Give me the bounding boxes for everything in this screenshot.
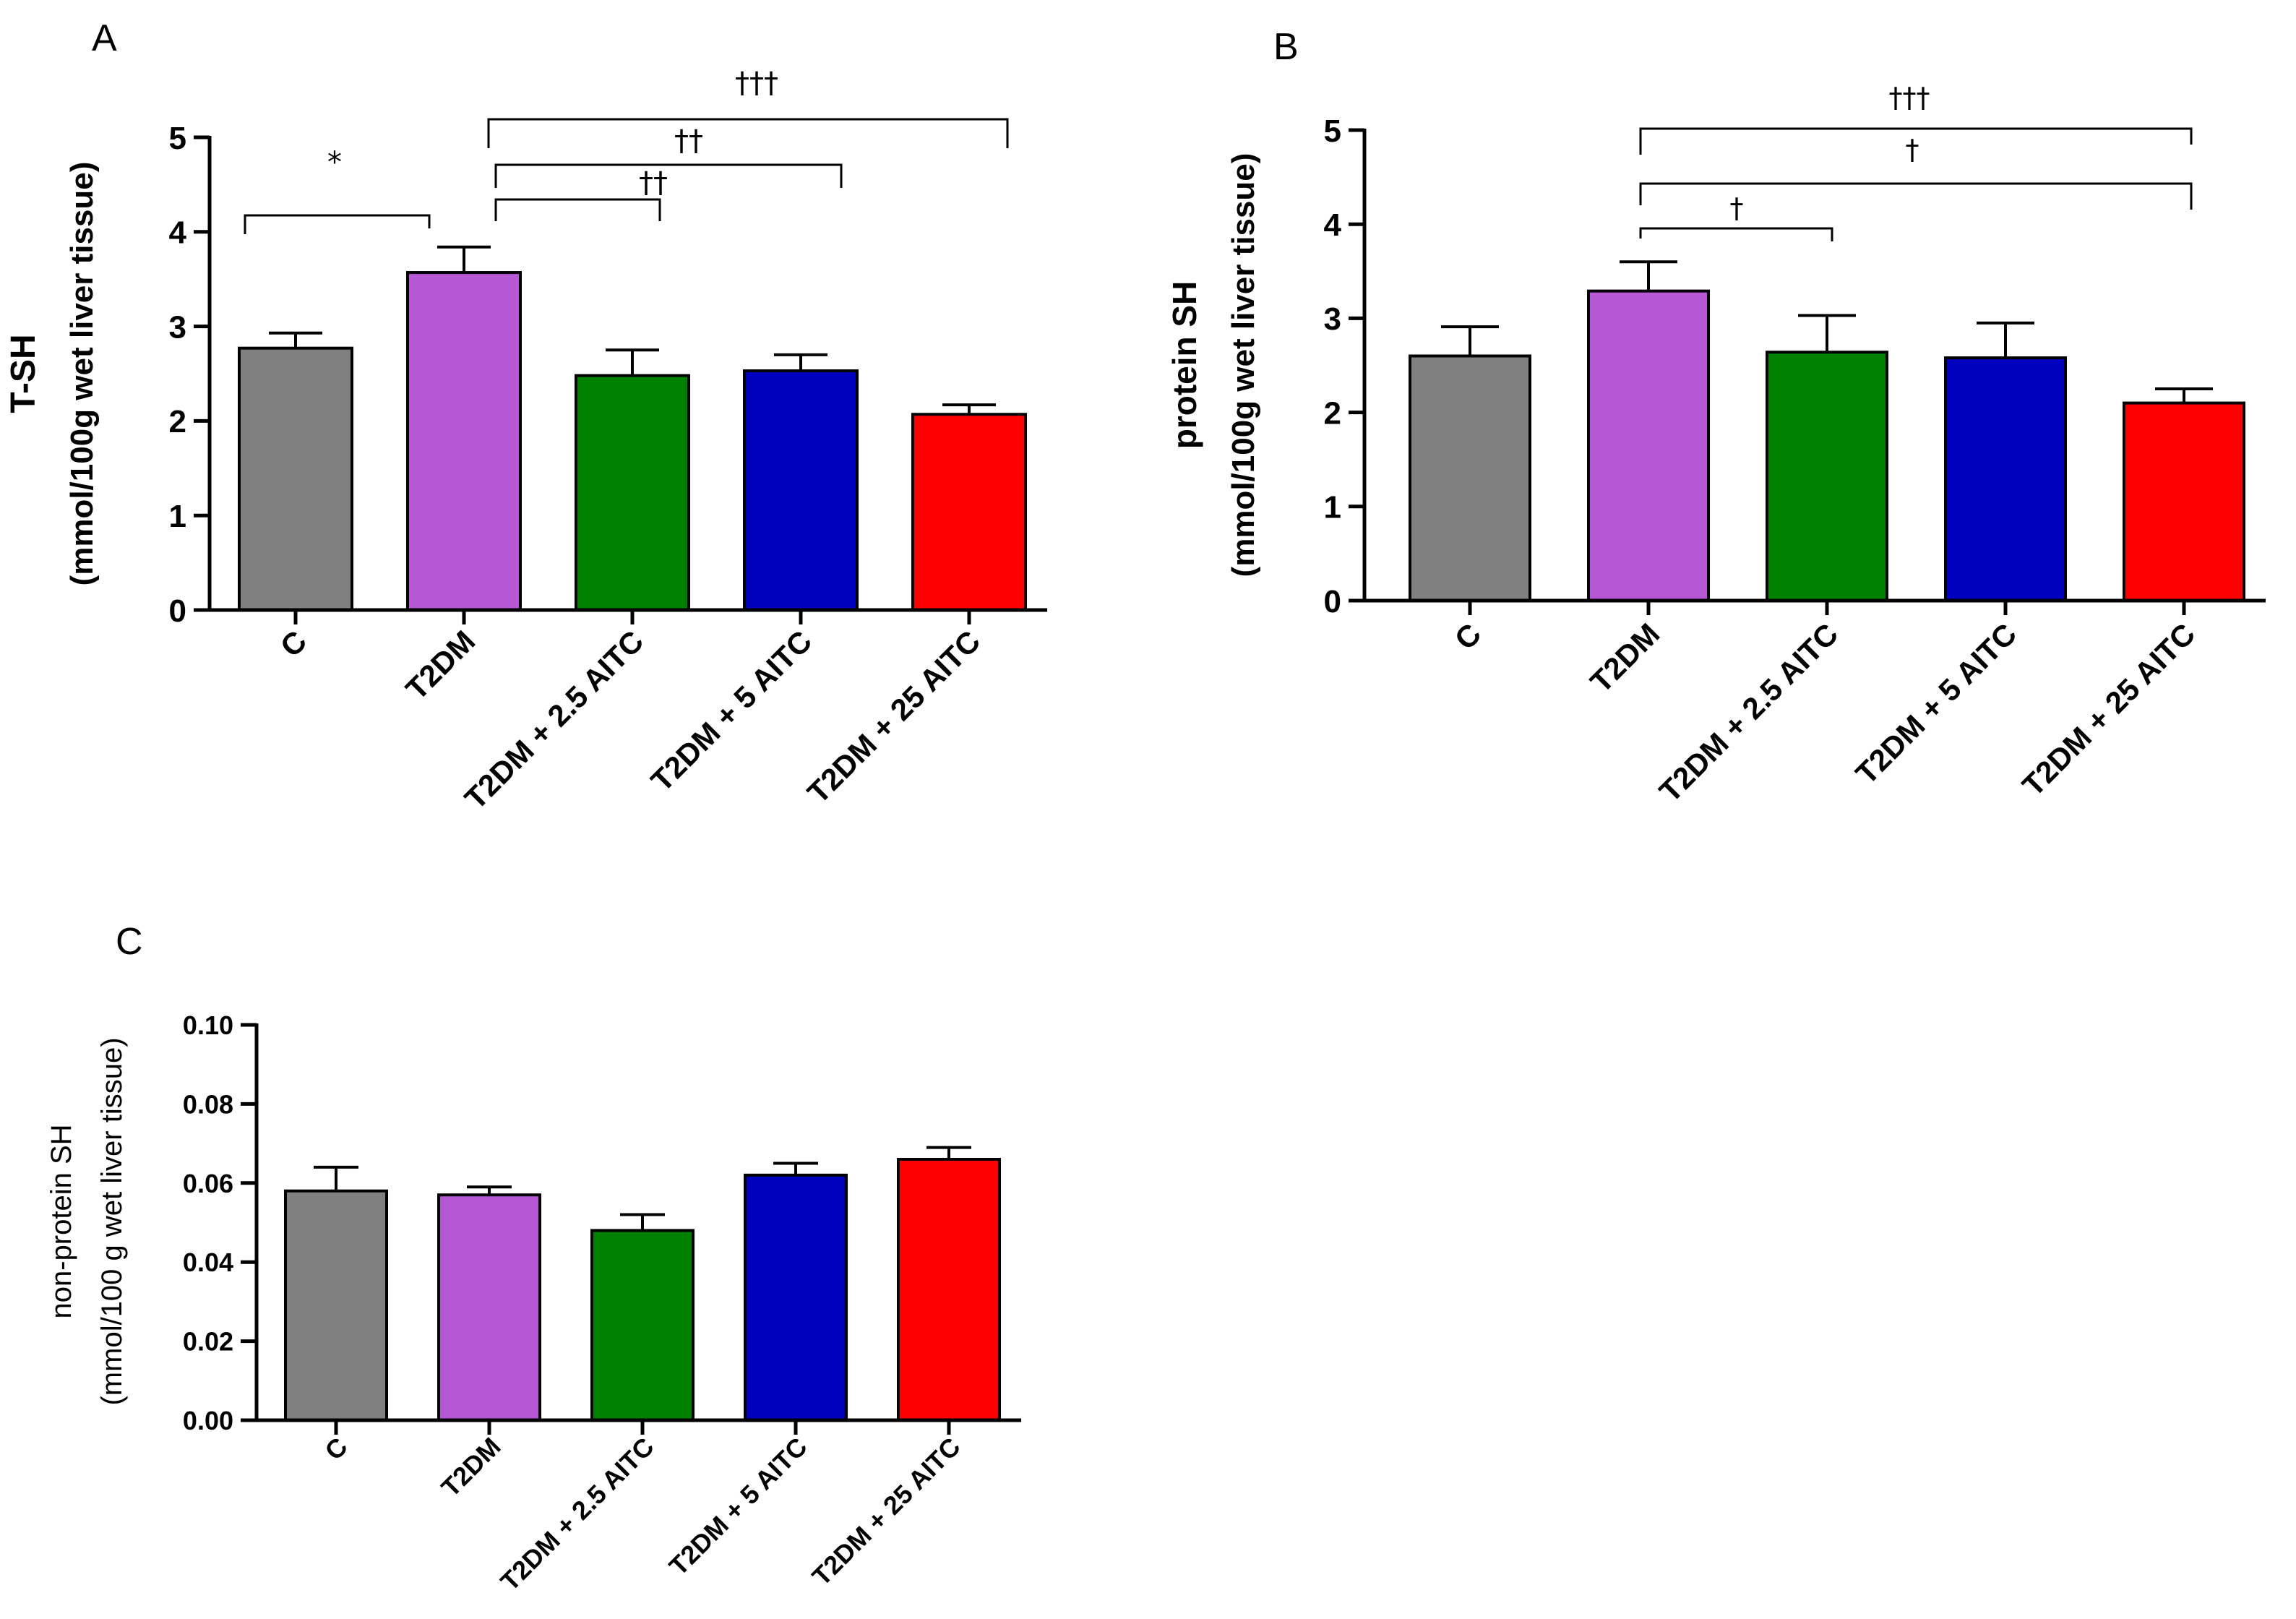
- panel-c-y-tick-label-3: 0.06: [183, 1169, 233, 1198]
- panel-b-bar-4: [1944, 356, 2067, 602]
- panel-a-significance-bracket-1: [244, 214, 431, 234]
- panel-c-y-axis-unit: (mmol/100 g wet liver tissue): [96, 1037, 128, 1405]
- panel-b-category-label-5: T2DM + 25 AITC: [2016, 617, 2201, 802]
- panel-a-significance-bracket-2: [494, 198, 661, 221]
- panel-a-category-label-4: T2DM + 5 AITC: [644, 624, 818, 798]
- panel-c-y-tick-label-0: 0.00: [183, 1406, 233, 1435]
- panel-a-significance-label-1: *: [327, 146, 342, 179]
- panel-a-y-tick-label-0: 0: [169, 593, 186, 629]
- panel-b-category-label-4: T2DM + 5 AITC: [1849, 617, 2023, 791]
- panel-a-significance-label-4: †††: [735, 66, 778, 100]
- panel-a-bar-5: [911, 413, 1027, 612]
- panel-c-category-label-5: T2DM + 25 AITC: [807, 1432, 966, 1592]
- panel-b-significance-label-2: †: [1906, 134, 1919, 166]
- panel-a-bar-4: [743, 369, 859, 611]
- panel-c-bar-1: [284, 1189, 388, 1422]
- panel-a-chart: T-SH (mmol/100g wet liver tissue) 0 1 2 3 4 5 C T…: [4, 66, 1047, 816]
- panel-a-bar-3: [575, 374, 690, 612]
- panel-letter-c: C: [116, 921, 143, 963]
- panel-b-significance-bracket-2: [1639, 182, 2193, 210]
- panel-c-y-tick-label-4: 0.08: [183, 1089, 233, 1119]
- panel-c-y-tick-label-5: 0.10: [183, 1010, 233, 1040]
- panel-b-bar-5: [2123, 401, 2245, 603]
- panel-letter-b: B: [1273, 26, 1299, 68]
- panel-b-category-label-2: T2DM: [1583, 617, 1666, 699]
- panel-a-category-label-5: T2DM + 25 AITC: [801, 624, 986, 810]
- panel-a-category-label-2: T2DM: [399, 624, 481, 706]
- panel-b-bar-3: [1766, 351, 1888, 602]
- panel-b-y-tick-label-3: 3: [1324, 301, 1341, 337]
- panel-a-y-tick-label-5: 5: [169, 121, 186, 156]
- panel-b-category-label-3: T2DM + 2.5 AITC: [1653, 617, 1845, 809]
- panel-a-significance-label-3: ††: [674, 124, 703, 158]
- panel-c-bar-3: [590, 1229, 695, 1422]
- panel-b-category-label-1: C: [1448, 617, 1488, 656]
- panel-a-bar-1: [238, 346, 353, 611]
- panel-c-y-tick-label-1: 0.02: [183, 1327, 233, 1357]
- panel-a-y-tick-label-3: 3: [169, 309, 186, 345]
- panel-a-category-label-1: C: [274, 624, 314, 664]
- panel-b-y-axis-unit: (mmol/100g wet liver tissue): [1226, 153, 1261, 577]
- panel-c-chart: non-protein SH (mmol/100 g wet liver tiss…: [46, 1010, 1021, 1597]
- panel-b-y-tick-label-1: 1: [1324, 490, 1341, 525]
- panel-c-y-axis-title: non-protein SH: [46, 1124, 77, 1318]
- panel-b-y-tick-label-5: 5: [1324, 113, 1341, 149]
- panel-b-significance-bracket-1: [1639, 227, 1833, 241]
- panel-b-significance-label-3: †††: [1889, 82, 1930, 113]
- panel-a-y-tick-label-4: 4: [169, 215, 187, 251]
- panel-c-category-label-4: T2DM + 5 AITC: [663, 1432, 813, 1581]
- panel-c-category-label-1: C: [319, 1432, 353, 1466]
- panel-b-y-axis-title: protein SH: [1166, 281, 1203, 450]
- panel-a-significance-bracket-4: [487, 118, 1009, 148]
- panel-c-category-label-2: T2DM: [435, 1432, 506, 1503]
- panel-a-category-label-3: T2DM + 2.5 AITC: [458, 624, 650, 816]
- panel-b-significance-bracket-3: [1639, 127, 2193, 155]
- panel-b-significance-label-1: †: [1730, 192, 1744, 224]
- panel-c-category-label-3: T2DM + 2.5 AITC: [494, 1432, 659, 1597]
- panel-c-bar-5: [897, 1157, 1001, 1422]
- panel-a-y-axis-unit: (mmol/100g wet liver tissue): [64, 162, 100, 586]
- panel-b-y-tick-label-2: 2: [1324, 395, 1341, 431]
- panel-a-significance-bracket-3: [494, 163, 843, 188]
- panel-b-bar-1: [1409, 354, 1531, 602]
- panel-b-y-tick-label-4: 4: [1324, 207, 1342, 243]
- panel-letter-a: A: [92, 17, 117, 59]
- panel-b-y-tick-label-0: 0: [1324, 584, 1341, 619]
- panel-a-y-tick-label-2: 2: [169, 404, 186, 439]
- panel-a-significance-label-2: ††: [639, 166, 668, 199]
- panel-b-bar-2: [1587, 289, 1710, 602]
- panel-a-bar-2: [406, 271, 522, 611]
- panel-c-bar-2: [437, 1193, 541, 1422]
- panel-c-y-tick-label-2: 0.04: [183, 1247, 233, 1277]
- panel-a-y-tick-label-1: 1: [169, 499, 186, 534]
- panel-a-y-axis-title: T-SH: [4, 334, 43, 413]
- panel-b-chart: protein SH (mmol/100g wet liver tissue) 0 1…: [1166, 82, 2266, 809]
- panel-c-bar-4: [744, 1173, 848, 1422]
